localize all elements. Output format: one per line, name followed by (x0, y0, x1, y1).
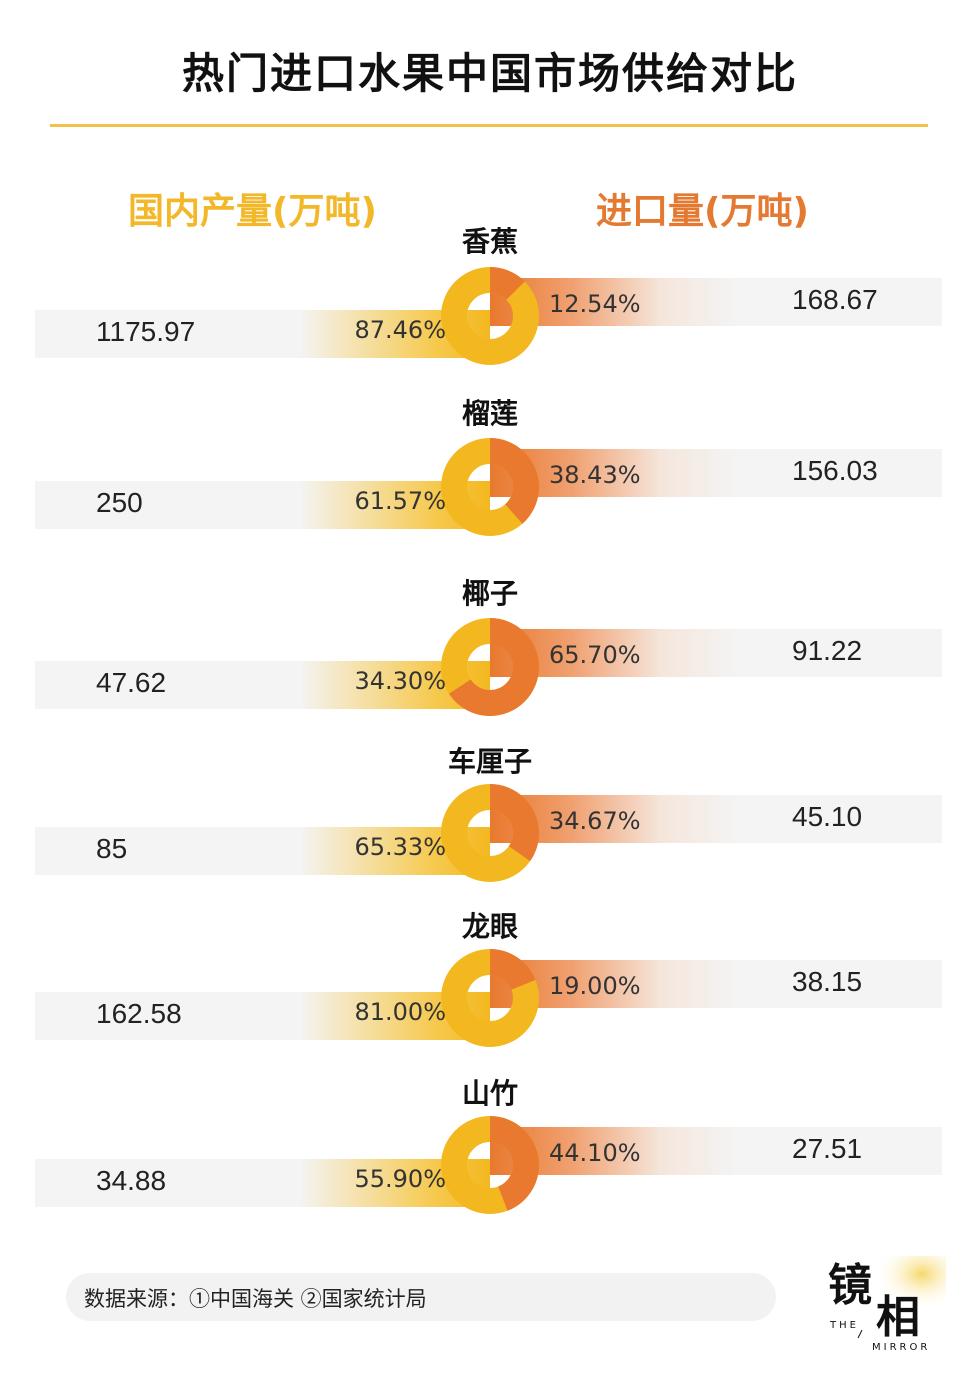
import-bar (490, 960, 942, 1008)
import-pct: 19.00% (549, 972, 641, 1000)
domestic-header: 国内产量(万吨) (128, 191, 377, 232)
svg-text:MIRROR: MIRROR (872, 1342, 930, 1353)
domestic-bar (35, 481, 490, 529)
import-bar (490, 629, 942, 677)
import-value: 45.10 (792, 801, 863, 832)
domestic-pct: 61.57% (354, 487, 446, 515)
mirror-logo: 镜 相 THE MIRROR (828, 1256, 946, 1353)
fruit-label: 山竹 (461, 1077, 518, 1110)
domestic-value: 47.62 (96, 667, 167, 698)
import-value: 27.51 (792, 1133, 863, 1164)
domestic-pct: 81.00% (354, 998, 446, 1026)
donut-chart (441, 267, 539, 365)
import-share-arc (441, 438, 539, 536)
import-header: 进口量(万吨) (596, 191, 809, 232)
donut-chart (441, 618, 539, 716)
fruit-label: 龙眼 (461, 910, 518, 943)
domestic-value: 85 (96, 833, 128, 864)
import-bar (490, 278, 942, 326)
source-text: 数据来源：①中国海关 ②国家统计局 (84, 1287, 427, 1311)
import-pct: 12.54% (549, 290, 641, 318)
domestic-pct: 55.90% (354, 1165, 446, 1193)
import-pct: 44.10% (549, 1139, 641, 1167)
import-pct: 38.43% (549, 461, 641, 489)
donut-chart (441, 1116, 539, 1214)
import-bar (490, 449, 942, 497)
import-pct: 65.70% (549, 641, 641, 669)
donut-chart (441, 438, 539, 536)
domestic-value: 250 (96, 487, 143, 518)
domestic-bar (35, 661, 490, 709)
svg-text:THE: THE (829, 1320, 859, 1331)
import-value: 168.67 (792, 284, 878, 315)
domestic-bar (35, 827, 490, 875)
import-value: 156.03 (792, 455, 878, 486)
fruit-label: 香蕉 (461, 225, 518, 258)
domestic-value: 162.58 (96, 998, 182, 1029)
domestic-value: 34.88 (96, 1165, 167, 1196)
import-pct: 34.67% (549, 807, 641, 835)
svg-text:相: 相 (876, 1292, 920, 1343)
import-share-arc (441, 267, 539, 365)
domestic-bar (35, 992, 490, 1040)
domestic-bar (35, 310, 490, 358)
donut-chart (441, 949, 539, 1047)
import-share-arc (441, 618, 539, 716)
import-share-arc (441, 784, 539, 882)
source-box: 数据来源：①中国海关 ②国家统计局 (66, 1273, 776, 1321)
domestic-pct: 65.33% (354, 833, 446, 861)
domestic-pct: 87.46% (354, 316, 446, 344)
import-value: 91.22 (792, 635, 863, 666)
import-share-arc (441, 1116, 539, 1214)
fruit-label: 车厘子 (447, 745, 532, 778)
svg-text:镜: 镜 (828, 1260, 872, 1311)
domestic-value: 1175.97 (96, 316, 196, 347)
domestic-bar (35, 1159, 490, 1207)
import-bar (490, 1127, 942, 1175)
import-share-arc (441, 949, 539, 1047)
donut-chart (441, 784, 539, 882)
import-bar (490, 795, 942, 843)
chart-title: 热门进口水果中国市场供给对比 (181, 49, 798, 98)
title-divider (50, 124, 928, 127)
domestic-pct: 34.30% (354, 667, 446, 695)
fruit-label: 椰子 (461, 577, 518, 610)
import-value: 38.15 (792, 966, 863, 997)
fruit-label: 榴莲 (461, 397, 518, 430)
